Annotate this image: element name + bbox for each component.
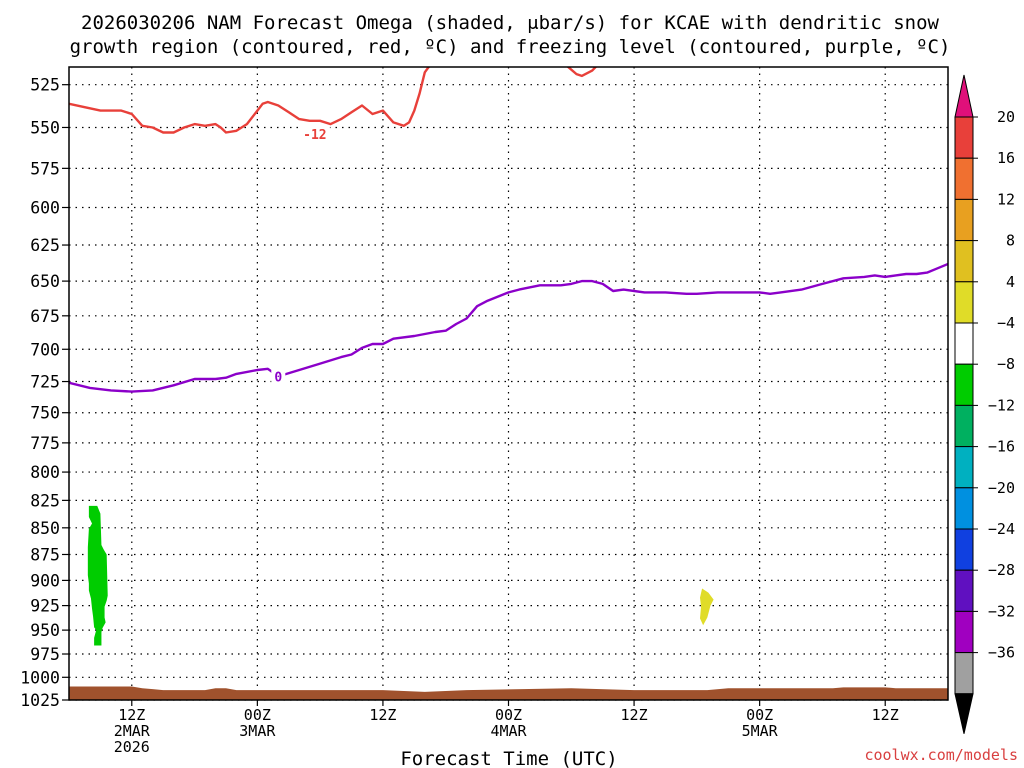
grid (69, 67, 948, 701)
colorbar-bottom-arrow (954, 693, 974, 734)
colorbar-segment (954, 487, 974, 530)
colorbar-segment (954, 363, 974, 406)
x-tick-label: 2MAR (114, 722, 151, 740)
colorbar-label: −16 (988, 438, 1015, 456)
colorbar-segment (954, 322, 974, 365)
y-tick-label: 675 (30, 307, 60, 326)
colorbar-label: 20 (997, 108, 1015, 126)
y-tick-label: 950 (30, 621, 60, 640)
y-tick-label: 550 (30, 118, 60, 137)
y-tick-label: 875 (30, 545, 60, 564)
chart-title-line1: 2026030206 NAM Forecast Omega (shaded, μ… (81, 12, 939, 34)
colorbar-label: 8 (1006, 232, 1015, 250)
colorbar-segment (954, 240, 974, 283)
colorbar-label: 4 (1006, 273, 1015, 291)
dgz-contour (566, 67, 598, 78)
dgz-contour (69, 67, 431, 134)
colorbar-segment (954, 116, 974, 159)
colorbar-label: −32 (988, 602, 1015, 620)
colorbar-label: 16 (997, 149, 1015, 167)
x-axis-label: Forecast Time (UTC) (400, 748, 617, 768)
y-tick-label: 625 (30, 236, 60, 255)
omega-shaded-region (87, 505, 108, 646)
x-tick-label: 2026 (114, 738, 150, 756)
omega-shading (87, 505, 714, 646)
y-tick-label: 725 (30, 373, 60, 392)
colorbar: 20 16 12 8 4 −4 −8 −12 −16 −20 −24 −28 −32 −36 (954, 74, 1015, 734)
contours (69, 67, 948, 393)
x-tick-label: 12Z (118, 706, 145, 724)
contour-label: -12 (303, 128, 326, 143)
colorbar-label: −24 (988, 520, 1015, 538)
x-tick-label: 00Z (495, 706, 522, 724)
colorbar-segment (954, 157, 974, 200)
x-tick-label: 12Z (369, 706, 396, 724)
colorbar-label: −20 (988, 479, 1015, 497)
colorbar-segment (954, 404, 974, 448)
x-tick-label: 12Z (872, 706, 899, 724)
y-tick-label: 900 (30, 571, 60, 590)
colorbar-label: −28 (988, 561, 1015, 579)
y-tick-label: 575 (30, 159, 60, 178)
colorbar-segment (954, 610, 974, 654)
colorbar-segment (954, 569, 974, 612)
colorbar-segment (954, 198, 974, 242)
colorbar-label: −12 (988, 396, 1015, 414)
y-tick-label: 800 (30, 463, 60, 482)
contour-label-bg (271, 368, 286, 384)
y-tick-label: 1025 (20, 691, 60, 710)
y-tick-label: 975 (30, 645, 60, 664)
y-tick-label: 525 (30, 76, 60, 95)
colorbar-top-arrow (954, 74, 974, 118)
x-tick-label: 4MAR (490, 722, 527, 740)
contour-label-bg (299, 126, 330, 142)
y-tick-label: 650 (30, 272, 60, 291)
chart-title-line2: growth region (contoured, red, ºC) and f… (70, 36, 951, 58)
x-tick-label: 00Z (244, 706, 271, 724)
colorbar-label: −36 (988, 644, 1015, 662)
y-tick-label: 850 (30, 519, 60, 538)
contour-label: 0 (274, 370, 282, 385)
y-tick-label: 925 (30, 597, 60, 616)
x-tick-label: 5MAR (742, 722, 779, 740)
y-tick-label: 750 (30, 404, 60, 423)
colorbar-segment (954, 528, 974, 571)
plot-frame (68, 66, 949, 701)
colorbar-label: −4 (997, 314, 1015, 332)
y-tick-label: 1000 (20, 668, 60, 687)
contour-labels: -12 0 (271, 126, 330, 385)
omega-shaded-region (699, 588, 714, 626)
x-tick-label: 12Z (621, 706, 648, 724)
y-tick-label: 825 (30, 491, 60, 510)
y-axis: 525 550 575 600 625 650 675 700 725 750 775 800 825 8… (20, 76, 69, 710)
colorbar-label: 12 (997, 190, 1015, 208)
colorbar-label: −8 (997, 355, 1015, 373)
colorbar-segment (954, 652, 974, 695)
colorbar-segment (954, 446, 974, 489)
freezing-level-contour (69, 262, 948, 393)
terrain-fill (69, 686, 948, 700)
credit-text: coolwx.com/models (864, 746, 1018, 764)
y-tick-label: 700 (30, 340, 60, 359)
x-tick-label: 00Z (746, 706, 773, 724)
x-tick-label: 3MAR (239, 722, 276, 740)
colorbar-segment (954, 281, 974, 324)
terrain (69, 686, 948, 700)
y-tick-label: 775 (30, 434, 60, 453)
y-tick-label: 600 (30, 198, 60, 217)
